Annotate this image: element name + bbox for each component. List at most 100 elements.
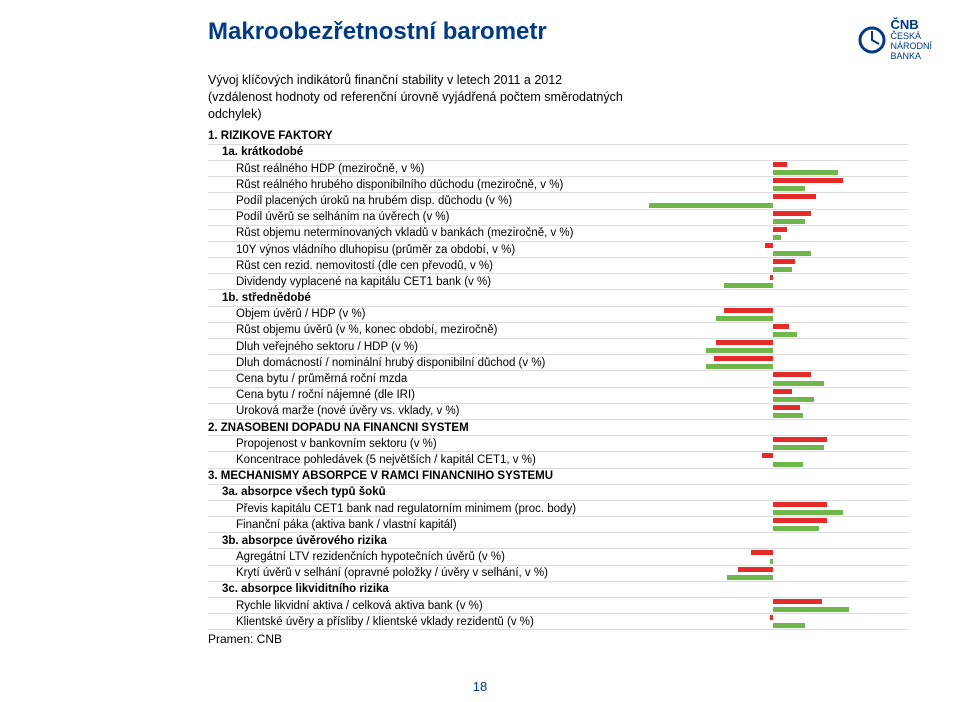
indicator-row: Koncentrace pohledávek (5 největších / k… bbox=[208, 452, 908, 468]
bar-2011 bbox=[773, 324, 789, 329]
bar-2011 bbox=[773, 194, 816, 199]
row-label: Růst objemu netermínovaných vkladů v ban… bbox=[208, 227, 638, 239]
bar-2012 bbox=[773, 267, 792, 272]
bar-cell bbox=[638, 371, 908, 386]
row-label: Růst reálného HDP (meziročně, v %) bbox=[208, 163, 638, 175]
bar-2012 bbox=[773, 186, 805, 191]
bar-cell bbox=[638, 388, 908, 403]
bar-2012 bbox=[773, 332, 797, 337]
bar-2011 bbox=[773, 227, 787, 232]
bar-2011 bbox=[738, 567, 773, 572]
bar-cell bbox=[638, 485, 908, 500]
bar-2012 bbox=[773, 510, 843, 515]
row-label: Podíl placených úroků na hrubém disp. dů… bbox=[208, 195, 638, 207]
bar-cell bbox=[638, 339, 908, 354]
row-label: 1b. střednědobé bbox=[208, 292, 638, 304]
bar-cell bbox=[638, 549, 908, 564]
bar-cell bbox=[638, 226, 908, 241]
indicator-row: Růst reálného hrubého disponibilního důc… bbox=[208, 177, 908, 193]
row-label: 3b. absorpce úvěrového rizika bbox=[208, 535, 638, 547]
bar-2011 bbox=[773, 178, 843, 183]
row-label: 1. RIZIKOVÉ FAKTORY bbox=[208, 130, 638, 142]
bar-2011 bbox=[773, 389, 792, 394]
bar-cell bbox=[638, 436, 908, 451]
indicator-row: 10Y výnos vládního dluhopisu (průměr za … bbox=[208, 242, 908, 258]
indicator-row: Podíl úvěrů se selháním na úvěrech (v %) bbox=[208, 210, 908, 226]
row-label: Koncentrace pohledávek (5 největších / k… bbox=[208, 454, 638, 466]
bar-2011 bbox=[751, 550, 773, 555]
row-label: 3. MECHANISMY ABSORPCE V RÁMCI FINANČNÍH… bbox=[208, 470, 638, 482]
bar-cell bbox=[638, 469, 908, 484]
row-label: 2. ZNÁSOBENÍ DOPADŮ NA FINANČNÍ SYSTÉM bbox=[208, 422, 638, 434]
indicator-row: Růst reálného HDP (meziročně, v %) bbox=[208, 161, 908, 177]
row-label: Propojenost v bankovním sektoru (v %) bbox=[208, 438, 638, 450]
bar-cell bbox=[638, 355, 908, 370]
indicator-row: Rychle likvidní aktiva / celková aktiva … bbox=[208, 598, 908, 614]
bar-2012 bbox=[773, 462, 803, 467]
bar-2011 bbox=[773, 372, 811, 377]
row-label: Růst reálného hrubého disponibilního důc… bbox=[208, 179, 638, 191]
section-row: 3b. absorpce úvěrového rizika bbox=[208, 533, 908, 549]
bar-2011 bbox=[770, 275, 773, 280]
indicator-row: Dividendy vyplacené na kapitálu CET1 ban… bbox=[208, 274, 908, 290]
bar-cell bbox=[638, 598, 908, 613]
bar-cell bbox=[638, 452, 908, 467]
indicator-row: Finanční páka (aktiva bank / vlastní kap… bbox=[208, 517, 908, 533]
indicator-row: Úroková marže (nové úvěry vs. vklady, v … bbox=[208, 404, 908, 420]
bar-cell bbox=[638, 129, 908, 144]
bar-2011 bbox=[716, 340, 773, 345]
section-row: 3. MECHANISMY ABSORPCE V RÁMCI FINANČNÍH… bbox=[208, 469, 908, 485]
bar-cell bbox=[638, 566, 908, 581]
bar-2012 bbox=[770, 559, 773, 564]
row-label: Rychle likvidní aktiva / celková aktiva … bbox=[208, 600, 638, 612]
source-label: Pramen: CNB bbox=[208, 632, 282, 646]
indicator-row: Krytí úvěrů v selhání (opravné položky /… bbox=[208, 566, 908, 582]
bar-2012 bbox=[716, 316, 773, 321]
row-label: Růst objemu úvěrů (v %, konec období, me… bbox=[208, 324, 638, 336]
indicator-row: Dluh veřejného sektoru / HDP (v %) bbox=[208, 339, 908, 355]
section-row: 1b. střednědobé bbox=[208, 290, 908, 306]
section-row: 2. ZNÁSOBENÍ DOPADŮ NA FINANČNÍ SYSTÉM bbox=[208, 420, 908, 436]
logo-icon bbox=[858, 26, 886, 54]
bar-cell bbox=[638, 274, 908, 289]
section-row: 3a. absorpce všech typů šoků bbox=[208, 485, 908, 501]
bar-cell bbox=[638, 582, 908, 597]
row-label: Podíl úvěrů se selháním na úvěrech (v %) bbox=[208, 211, 638, 223]
subtitle-line: odchylek) bbox=[208, 106, 932, 123]
bar-cell bbox=[638, 420, 908, 435]
bar-2012 bbox=[773, 607, 849, 612]
bar-2012 bbox=[773, 413, 803, 418]
bar-2011 bbox=[724, 308, 773, 313]
row-label: Klientské úvěry a přísliby / klientské v… bbox=[208, 616, 638, 628]
subtitle-line: Vývoj klíčových indikátorů finanční stab… bbox=[208, 72, 932, 89]
bar-cell bbox=[638, 533, 908, 548]
bar-2011 bbox=[773, 518, 827, 523]
bar-2012 bbox=[773, 251, 811, 256]
bar-2011 bbox=[773, 259, 795, 264]
logo-text: ČNB ČESKÁ NÁRODNÍ BANKA bbox=[890, 18, 932, 62]
row-label: 10Y výnos vládního dluhopisu (průměr za … bbox=[208, 244, 638, 256]
indicator-row: Růst objemu netermínovaných vkladů v ban… bbox=[208, 226, 908, 242]
section-row: 3c. absorpce likviditního rizika bbox=[208, 582, 908, 598]
row-label: Cena bytu / průměrná roční mzda bbox=[208, 373, 638, 385]
bar-2011 bbox=[762, 453, 773, 458]
bar-2012 bbox=[727, 575, 773, 580]
barometer-chart: 1. RIZIKOVÉ FAKTORY1a. krátkodobéRůst re… bbox=[208, 129, 908, 631]
bar-2012 bbox=[773, 445, 824, 450]
indicator-row: Objem úvěrů / HDP (v %) bbox=[208, 307, 908, 323]
bar-cell bbox=[638, 614, 908, 629]
bar-cell bbox=[638, 193, 908, 208]
bar-2012 bbox=[706, 348, 774, 353]
bar-2012 bbox=[773, 381, 824, 386]
indicator-row: Cena bytu / roční nájemné (dle IRI) bbox=[208, 388, 908, 404]
indicator-row: Propojenost v bankovním sektoru (v %) bbox=[208, 436, 908, 452]
row-label: Převis kapitálu CET1 bank nad regulatorn… bbox=[208, 503, 638, 515]
bar-2012 bbox=[773, 219, 805, 224]
bar-2012 bbox=[773, 526, 819, 531]
bar-cell bbox=[638, 210, 908, 225]
bar-cell bbox=[638, 258, 908, 273]
bar-2011 bbox=[765, 243, 773, 248]
subtitle-line: (vzdálenost hodnoty od referenční úrovně… bbox=[208, 89, 932, 106]
bar-2012 bbox=[773, 623, 805, 628]
row-label: 3c. absorpce likviditního rizika bbox=[208, 583, 638, 595]
